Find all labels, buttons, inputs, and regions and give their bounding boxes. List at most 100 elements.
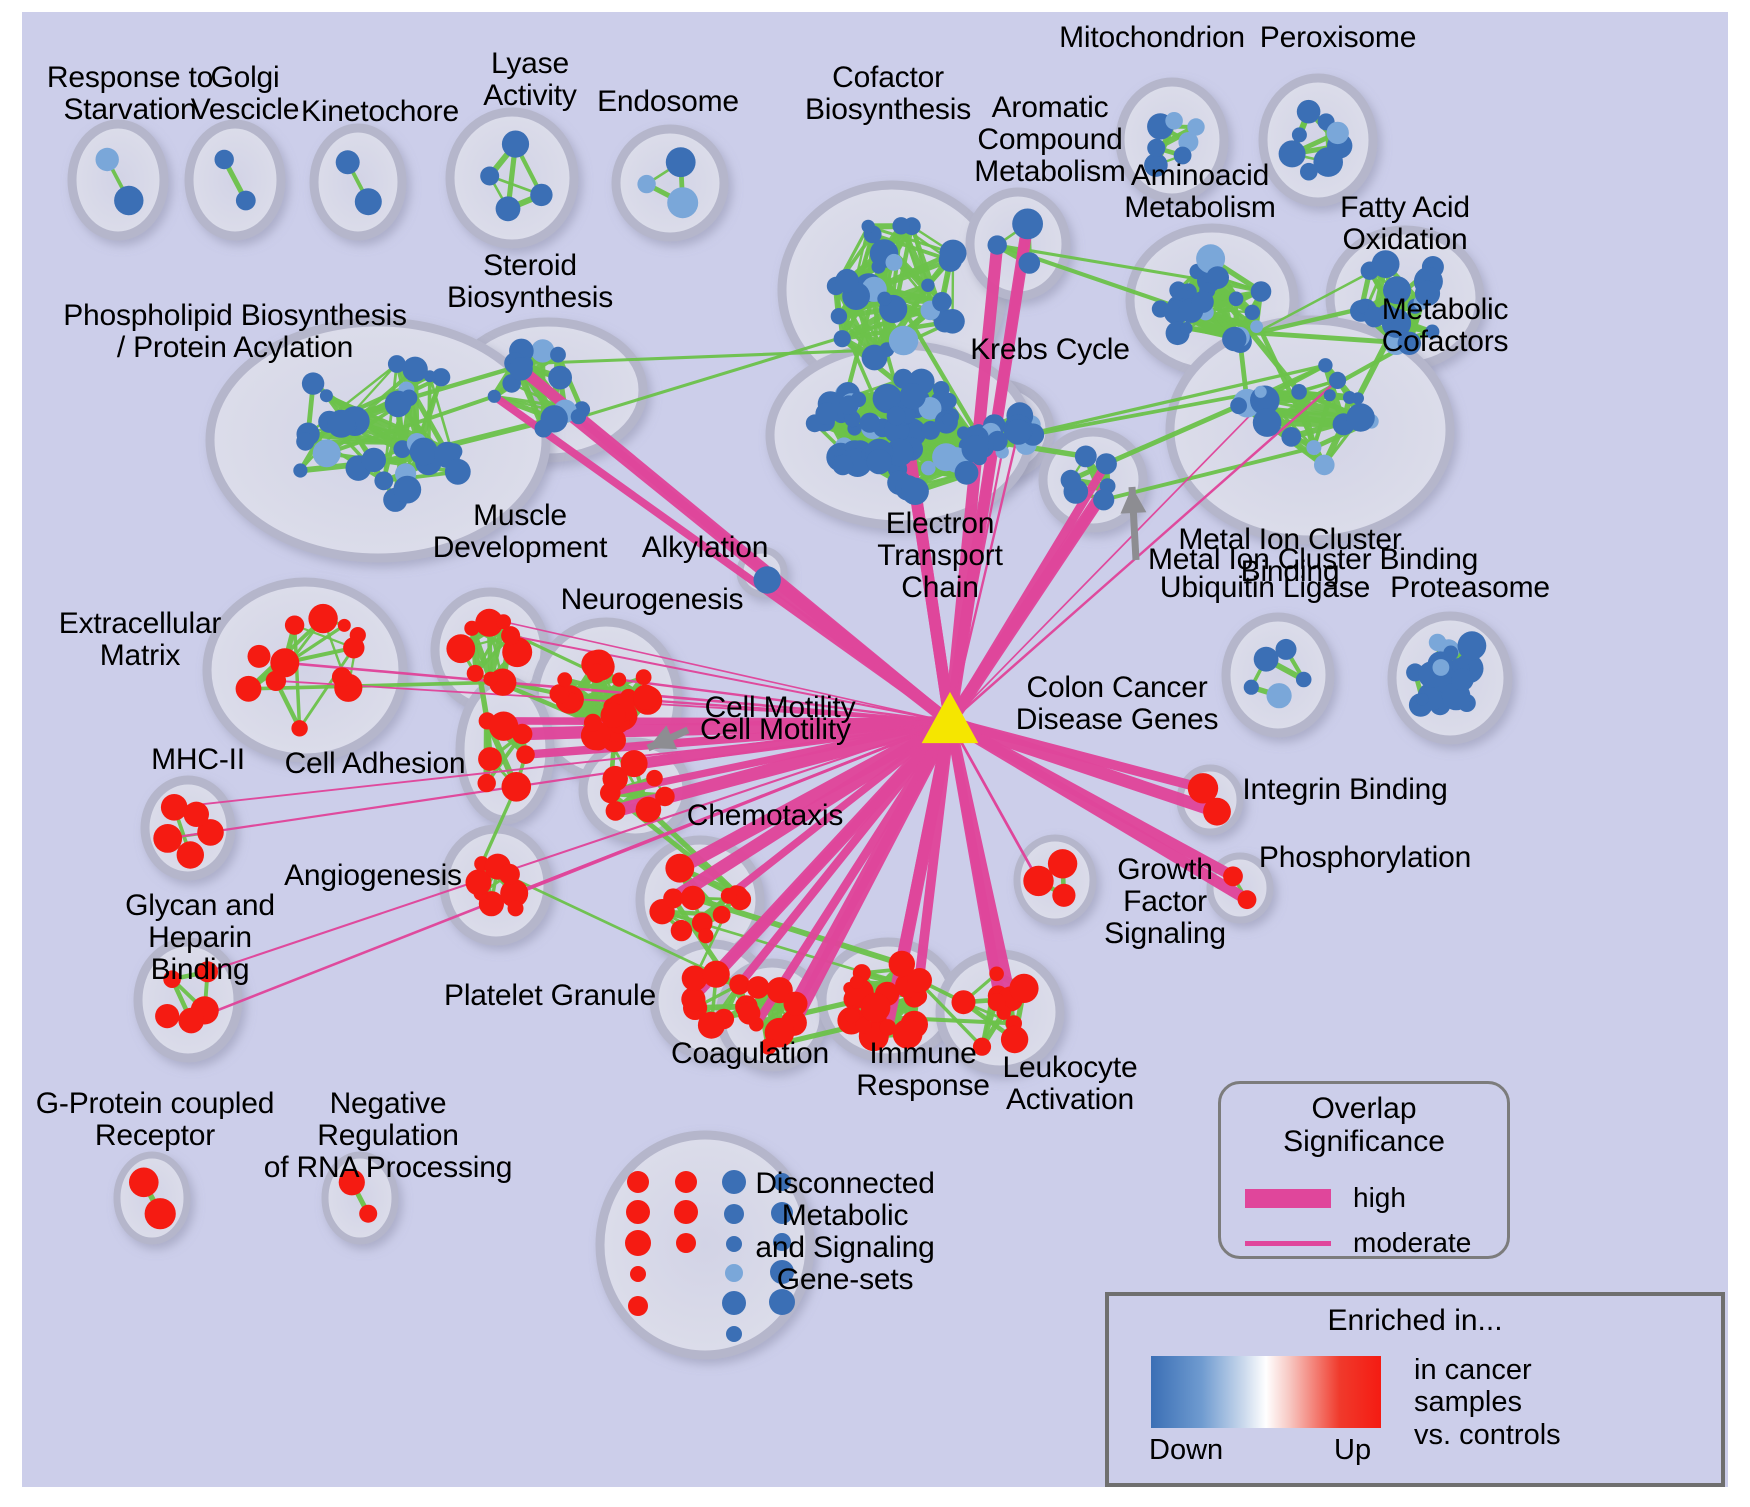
gradient-low-label: Down xyxy=(1149,1434,1224,1466)
gene-set-node xyxy=(1254,385,1267,398)
bridge-edge xyxy=(995,243,1211,283)
gradient-note: in cancer samples vs. controls xyxy=(1414,1354,1561,1451)
cluster-edge xyxy=(866,224,955,255)
gene-set-node xyxy=(1000,1025,1029,1054)
hub-edge-moderate xyxy=(207,721,951,973)
gene-set-node xyxy=(183,801,209,827)
gene-set-node xyxy=(702,960,730,988)
gene-set-node xyxy=(1383,276,1411,305)
gene-set-node xyxy=(844,1008,860,1024)
gene-set-node xyxy=(153,824,183,853)
gene-set-node xyxy=(354,188,382,216)
gene-set-node xyxy=(746,976,770,999)
gene-set-node xyxy=(1095,453,1117,475)
gene-set-node xyxy=(633,684,659,710)
gene-set-node xyxy=(1009,973,1039,1004)
gene-set-node xyxy=(1275,638,1297,660)
gradient-high-label: Up xyxy=(1334,1434,1372,1466)
gene-set-node xyxy=(247,644,271,668)
legend-label-moderate: moderate xyxy=(1353,1227,1472,1258)
hub-edge-moderate xyxy=(949,399,1266,723)
gene-set-node xyxy=(921,460,936,476)
gene-set-node xyxy=(197,961,218,983)
gene-set-node xyxy=(989,966,1004,982)
gene-set-node xyxy=(1291,384,1307,400)
disconnected-node xyxy=(630,1266,646,1282)
gene-set-node xyxy=(1296,99,1321,124)
disconnected-node xyxy=(674,1200,698,1224)
hub-edge-moderate xyxy=(510,634,951,723)
gene-set-node xyxy=(1425,324,1440,339)
cluster-edge xyxy=(873,252,955,359)
bridge-edge xyxy=(1206,278,1302,395)
gene-set-node xyxy=(612,672,627,687)
gene-set-node xyxy=(885,438,914,467)
gene-set-node xyxy=(712,905,731,924)
gene-set-node xyxy=(1343,391,1356,404)
disconnected-node xyxy=(725,1264,743,1282)
gene-set-node xyxy=(549,684,570,704)
overlap-significance-legend: Overlap Significance high moderate xyxy=(1218,1081,1510,1259)
hub-edge-high xyxy=(676,716,954,874)
gene-set-node xyxy=(155,1004,180,1029)
gene-set-node xyxy=(480,166,500,186)
gene-set-node xyxy=(691,912,713,934)
gene-set-node xyxy=(444,458,471,485)
gene-set-node xyxy=(663,888,684,909)
gene-set-node xyxy=(500,879,529,908)
gene-set-node xyxy=(214,149,234,170)
gene-set-node xyxy=(501,130,530,158)
gene-set-node xyxy=(495,196,521,222)
gene-set-node xyxy=(197,819,224,846)
gene-set-node xyxy=(1047,849,1078,879)
gene-set-node xyxy=(1230,397,1247,415)
gene-set-node xyxy=(729,974,750,995)
gene-set-node xyxy=(670,919,693,942)
gene-set-node xyxy=(1243,679,1259,695)
gene-set-node xyxy=(163,970,181,988)
bridge-edge xyxy=(1249,309,1327,468)
gene-set-node xyxy=(665,147,696,178)
legend-item-moderate: moderate xyxy=(1245,1227,1471,1259)
hub-edge-high xyxy=(763,575,954,727)
gene-set-node xyxy=(1323,389,1336,402)
gene-set-node xyxy=(1252,408,1282,437)
gene-set-node xyxy=(899,383,926,410)
edge-thick-swatch xyxy=(1245,1188,1331,1208)
gene-set-node xyxy=(892,217,910,235)
gene-set-node xyxy=(1187,773,1219,804)
gene-set-node xyxy=(907,968,932,993)
gene-set-node xyxy=(921,278,935,292)
legend-item-high: high xyxy=(1245,1182,1406,1214)
gene-set-node xyxy=(1314,454,1335,476)
hub-edge-high xyxy=(897,412,956,723)
gene-set-node xyxy=(1306,440,1322,456)
hub-edge-high xyxy=(944,720,1017,1001)
hub-edge-moderate xyxy=(167,720,951,840)
gene-set-node xyxy=(477,773,496,793)
gene-set-node xyxy=(849,975,864,989)
gene-set-node xyxy=(637,174,656,194)
gene-set-node xyxy=(620,750,648,778)
hub-edge-layer xyxy=(167,222,1339,1029)
gene-set-node xyxy=(301,372,325,395)
hub-edge-moderate xyxy=(948,721,1040,882)
gene-set-node xyxy=(667,187,699,219)
disconnected-node xyxy=(726,1236,742,1252)
gene-set-node xyxy=(1428,633,1447,652)
gene-set-node xyxy=(635,669,652,686)
gene-set-node xyxy=(1169,281,1188,300)
gene-set-node xyxy=(600,702,626,729)
gene-set-node xyxy=(1397,331,1422,355)
gene-set-node xyxy=(1318,358,1333,373)
enrichment-legend-title: Enriched in... xyxy=(1327,1304,1503,1337)
gene-set-node xyxy=(839,395,859,416)
gene-set-node xyxy=(753,566,781,594)
gene-set-node xyxy=(337,618,351,632)
hub-triangle-colon-cancer-disease-genes[interactable] xyxy=(921,691,979,744)
arrow-head-metal-ion-arrow xyxy=(1120,487,1147,514)
gene-set-node xyxy=(95,147,119,172)
gene-set-node xyxy=(530,183,553,207)
hub-edge-high xyxy=(736,719,954,988)
